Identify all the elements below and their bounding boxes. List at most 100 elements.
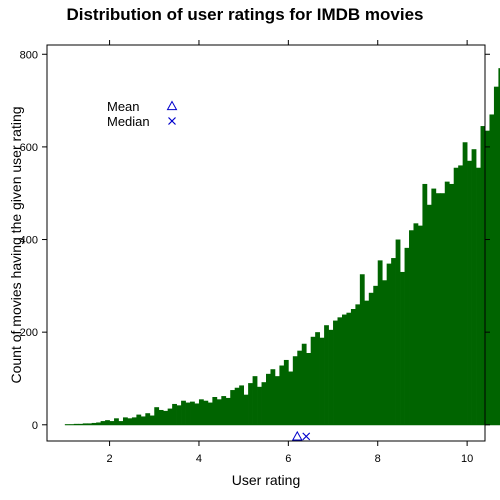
histogram-bar — [368, 292, 374, 425]
histogram-bar — [462, 142, 468, 425]
histogram-bar — [373, 285, 379, 425]
histogram-bar — [158, 409, 164, 425]
y-tick-label: 200 — [20, 327, 38, 339]
histogram-bar — [315, 332, 320, 425]
bars-layer — [64, 68, 500, 426]
histogram-bar — [185, 402, 191, 425]
histogram-bar — [476, 167, 481, 425]
histogram-bar — [154, 407, 160, 425]
histogram-bar — [453, 167, 459, 425]
y-tick-label: 400 — [20, 235, 38, 247]
histogram-bar — [109, 421, 115, 425]
chart-title: Distribution of user ratings for IMDB mo… — [66, 5, 423, 24]
histogram-bar — [467, 160, 472, 425]
histogram-bar — [203, 400, 209, 425]
histogram-bar — [118, 421, 124, 425]
histogram-bar — [333, 320, 338, 425]
histogram-bar — [306, 353, 312, 425]
legend-median-symbol — [168, 117, 176, 125]
histogram-bar — [239, 385, 244, 425]
annotation-markers — [291, 430, 311, 441]
cross-stroke — [302, 432, 311, 441]
histogram-bar — [216, 399, 222, 425]
x-tick-label: 2 — [107, 453, 113, 465]
histogram-bar — [114, 418, 119, 425]
histogram-bar — [337, 317, 343, 425]
histogram-bar — [181, 400, 186, 425]
histogram-bar — [409, 230, 414, 425]
histogram-bar — [319, 337, 325, 425]
histogram-bar — [167, 408, 173, 425]
histogram-bar — [489, 114, 495, 425]
histogram-bar — [149, 415, 155, 425]
x-axis-label: User rating — [232, 472, 300, 488]
histogram-bar — [82, 423, 88, 425]
cross-stroke — [168, 117, 176, 125]
histogram-bar — [225, 397, 231, 425]
mean-marker — [291, 430, 303, 441]
histogram-bar — [431, 188, 437, 425]
histogram-bar — [288, 371, 294, 425]
histogram-bar — [498, 68, 500, 425]
histogram-bar — [440, 193, 446, 425]
histogram-bar — [127, 418, 133, 425]
histogram-bar — [341, 314, 347, 425]
x-tick-label: 4 — [196, 453, 202, 465]
histogram-bar — [493, 86, 499, 425]
histogram-bar — [297, 350, 303, 425]
histogram-bar — [417, 225, 423, 425]
histogram-bar — [386, 263, 392, 425]
histogram-bar — [190, 401, 195, 425]
histogram-bar — [172, 403, 177, 425]
histogram-bar — [252, 376, 258, 425]
y-tick-label: 600 — [20, 142, 38, 154]
histogram-bar — [230, 390, 236, 425]
histogram-bar — [413, 223, 419, 425]
histogram-bar — [422, 183, 428, 425]
histogram-bar — [100, 421, 106, 425]
histogram-bar — [449, 183, 455, 425]
x-tick-label: 8 — [375, 453, 381, 465]
histogram-bar — [274, 376, 280, 425]
histogram-bar — [364, 300, 370, 425]
histogram-bar — [145, 413, 151, 425]
median-marker — [302, 432, 311, 441]
histogram-bar — [194, 403, 200, 425]
histogram-bar — [136, 414, 142, 425]
histogram-bar — [391, 258, 396, 425]
histogram-bar — [404, 247, 410, 425]
histogram-bar — [248, 383, 253, 425]
histogram-bar — [395, 239, 401, 425]
histogram-bar — [480, 126, 486, 425]
x-tick-label: 6 — [285, 453, 291, 465]
histogram-bar — [257, 386, 262, 425]
histogram-bar — [243, 394, 249, 425]
histogram-bar — [207, 402, 213, 425]
histogram-bar — [270, 369, 276, 425]
y-axis-label: Count of movies having the given user ra… — [8, 106, 24, 383]
histogram-bar — [324, 325, 329, 425]
histogram-bar — [140, 416, 146, 425]
histogram-bar — [301, 343, 307, 425]
histogram-bar — [355, 304, 361, 425]
ticks-layer: 2 4 6 8 10 0 200 400 600 800 — [20, 40, 490, 465]
histogram-bar — [292, 356, 298, 425]
y-tick-label: 800 — [20, 49, 38, 61]
histogram-bar — [91, 422, 97, 425]
histogram-bar — [359, 274, 365, 425]
histogram-bar — [198, 399, 204, 425]
histogram-bar — [221, 396, 227, 425]
histogram-bar — [471, 149, 477, 425]
legend-mean-symbol — [166, 100, 178, 111]
histogram-bar — [328, 329, 334, 425]
histogram-bar — [444, 181, 450, 425]
histogram-bar — [212, 397, 218, 425]
histogram-bar — [485, 130, 490, 425]
histogram-bar — [131, 417, 137, 425]
histogram-bar — [122, 417, 128, 425]
histogram-bar — [350, 309, 356, 425]
histogram-bar — [176, 405, 182, 425]
histogram-bar — [458, 165, 463, 425]
histogram-bar — [310, 336, 316, 425]
